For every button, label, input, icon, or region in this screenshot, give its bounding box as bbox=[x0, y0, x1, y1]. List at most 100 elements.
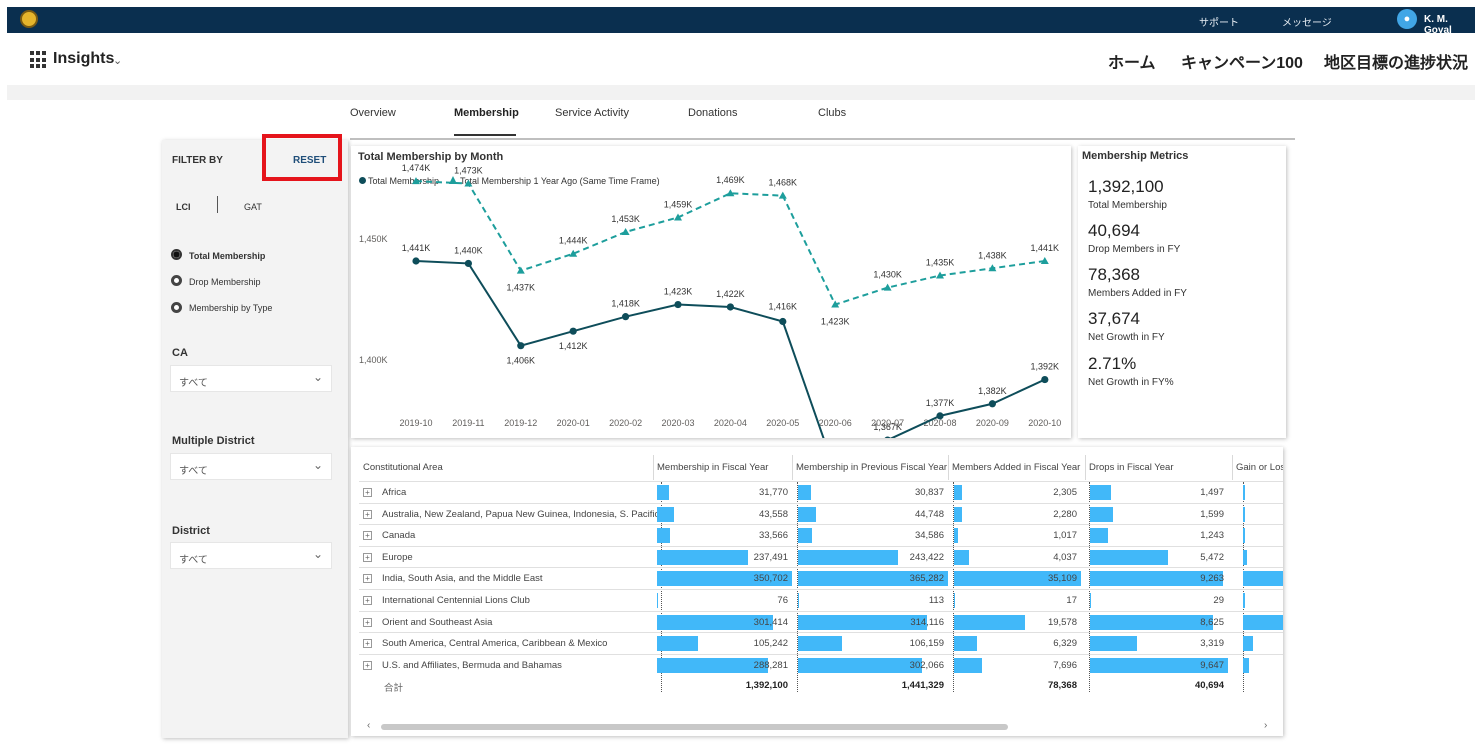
table-row[interactable]: + India, South Asia, and the Middle East 3… bbox=[359, 567, 1283, 588]
nav-home[interactable]: ホーム bbox=[1108, 55, 1156, 72]
multiple-district-dropdown[interactable]: すべて ⌄ bbox=[170, 453, 332, 480]
ca-dropdown[interactable]: すべて ⌄ bbox=[170, 365, 332, 392]
cell-value: 7,696 bbox=[1053, 659, 1077, 671]
tab-service-activity[interactable]: Service Activity bbox=[555, 107, 629, 119]
expand-icon[interactable]: + bbox=[363, 509, 372, 519]
tab-membership[interactable]: Membership bbox=[454, 107, 519, 119]
data-label: 1,377K bbox=[926, 398, 955, 408]
data-bar bbox=[954, 614, 1025, 630]
toggle-gat[interactable]: GAT bbox=[244, 202, 262, 212]
data-bar bbox=[954, 485, 963, 500]
radio-membership-by-type[interactable] bbox=[171, 302, 182, 313]
data-bar bbox=[798, 571, 948, 587]
chart-title: Total Membership by Month bbox=[358, 151, 504, 163]
column-header[interactable]: Membership in Fiscal Year bbox=[657, 462, 769, 473]
column-header[interactable]: Members Added in Fiscal Year bbox=[952, 462, 1081, 473]
district-dropdown-value: すべて bbox=[179, 555, 208, 566]
expand-icon[interactable]: + bbox=[363, 488, 372, 497]
column-separator[interactable] bbox=[948, 455, 949, 480]
cell-value: 2,305 bbox=[1053, 487, 1077, 498]
data-label: 1,453K bbox=[611, 214, 640, 224]
data-bar bbox=[954, 506, 963, 522]
x-tick-label: 2020-05 bbox=[766, 418, 799, 428]
column-header[interactable]: Drops in Fiscal Year bbox=[1089, 462, 1174, 473]
table-row[interactable]: + Canada 33,566 34,586 1,017 1,243 bbox=[359, 524, 1283, 545]
district-dropdown[interactable]: すべて ⌄ bbox=[170, 542, 332, 569]
lions-logo-icon[interactable] bbox=[20, 10, 38, 28]
messages-link[interactable]: メッセージ bbox=[1282, 18, 1332, 29]
radio-drop-membership[interactable] bbox=[171, 275, 182, 286]
column-divider bbox=[797, 482, 798, 692]
data-bar bbox=[798, 614, 927, 630]
radio-total-membership[interactable] bbox=[171, 249, 182, 260]
gain-bar bbox=[1243, 657, 1249, 673]
table-row[interactable]: + U.S. and Affiliates, Bermuda and Bahama… bbox=[359, 653, 1283, 675]
multiple-district-dropdown-value: すべて bbox=[179, 466, 208, 477]
data-point bbox=[464, 259, 472, 268]
support-link[interactable]: サポート bbox=[1199, 18, 1239, 29]
data-point bbox=[622, 313, 630, 321]
app-launcher-icon[interactable] bbox=[30, 51, 48, 69]
reset-button[interactable]: RESET bbox=[293, 155, 327, 166]
data-label: 1,473K bbox=[454, 166, 483, 176]
metric-label: Drop Members in FY bbox=[1088, 244, 1181, 255]
user-icon[interactable]: ● bbox=[1397, 9, 1417, 29]
total-label: 合計 bbox=[384, 683, 404, 695]
tab-overview[interactable]: Overview bbox=[350, 107, 396, 119]
data-label: 1,469K bbox=[716, 175, 745, 185]
tab-clubs[interactable]: Clubs bbox=[818, 107, 847, 119]
radio-label-membership-by-type[interactable]: Membership by Type bbox=[189, 303, 273, 313]
data-bar bbox=[798, 593, 799, 608]
table-row[interactable]: + Africa 31,770 30,837 2,305 1,497 bbox=[359, 481, 1283, 502]
radio-label-drop-membership[interactable]: Drop Membership bbox=[189, 277, 261, 287]
table-row[interactable]: + Orient and Southeast Asia 301,414 314,116… bbox=[359, 610, 1283, 632]
column-separator[interactable] bbox=[792, 455, 793, 480]
scroll-left-icon[interactable]: ‹ bbox=[367, 720, 371, 731]
column-separator[interactable] bbox=[1232, 455, 1233, 480]
data-label: 1,423K bbox=[664, 287, 693, 297]
data-bar bbox=[657, 549, 749, 565]
table-row[interactable]: + Australia, New Zealand, Papua New Guine… bbox=[359, 502, 1283, 524]
column-divider bbox=[1243, 482, 1244, 692]
table-row[interactable]: + Europe 237,491 243,422 4,037 5,472 bbox=[359, 545, 1283, 567]
toggle-lci[interactable]: LCI bbox=[176, 202, 191, 212]
expand-icon[interactable]: + bbox=[363, 552, 372, 562]
column-separator[interactable] bbox=[1085, 455, 1086, 480]
scroll-right-icon[interactable]: › bbox=[1264, 720, 1268, 731]
nav-campaign100[interactable]: キャンペーン100 bbox=[1181, 55, 1303, 72]
column-divider bbox=[953, 482, 954, 692]
data-point bbox=[884, 436, 891, 438]
radio-label-total-membership[interactable]: Total Membership bbox=[189, 251, 266, 261]
data-label: 1,406K bbox=[507, 356, 536, 366]
scrollbar-thumb[interactable] bbox=[381, 724, 1008, 730]
expand-icon[interactable]: + bbox=[363, 639, 372, 649]
nav-district-goals[interactable]: 地区目標の進捗状況 bbox=[1324, 55, 1469, 72]
data-point bbox=[726, 303, 734, 311]
active-tab-indicator bbox=[454, 134, 516, 136]
chevron-down-icon[interactable]: ⌄ bbox=[113, 55, 123, 67]
data-label: 1,440K bbox=[454, 245, 483, 255]
column-header[interactable]: Constitutional Area bbox=[363, 462, 443, 473]
expand-icon[interactable]: + bbox=[363, 596, 372, 605]
expand-icon[interactable]: + bbox=[363, 574, 372, 584]
table-row[interactable]: + South America, Central America, Caribbe… bbox=[359, 632, 1283, 653]
expand-icon[interactable]: + bbox=[363, 660, 372, 670]
app-name[interactable]: Insights bbox=[53, 50, 115, 67]
tab-donations[interactable]: Donations bbox=[688, 107, 738, 119]
cell-value: 1,243 bbox=[1200, 530, 1224, 542]
filter-title: FILTER BY bbox=[172, 155, 223, 166]
column-separator[interactable] bbox=[653, 455, 654, 480]
column-header[interactable]: Membership in Previous Fiscal Year bbox=[796, 462, 948, 473]
expand-icon[interactable]: + bbox=[363, 617, 372, 627]
column-header[interactable]: Gain or Los bbox=[1236, 462, 1283, 473]
cell-value: 31,770 bbox=[758, 487, 788, 498]
horizontal-scrollbar[interactable]: ‹ › bbox=[359, 720, 1274, 732]
data-label: 1,422K bbox=[716, 289, 745, 299]
expand-icon[interactable]: + bbox=[363, 531, 372, 541]
data-bar bbox=[657, 528, 670, 544]
data-bar bbox=[657, 485, 670, 500]
user-name[interactable]: K. M. Goyal bbox=[1424, 14, 1452, 36]
metric-label: Net Growth in FY bbox=[1088, 332, 1165, 343]
table-row[interactable]: + International Centennial Lions Club 76 11… bbox=[359, 589, 1283, 610]
gain-bar bbox=[1243, 593, 1245, 608]
